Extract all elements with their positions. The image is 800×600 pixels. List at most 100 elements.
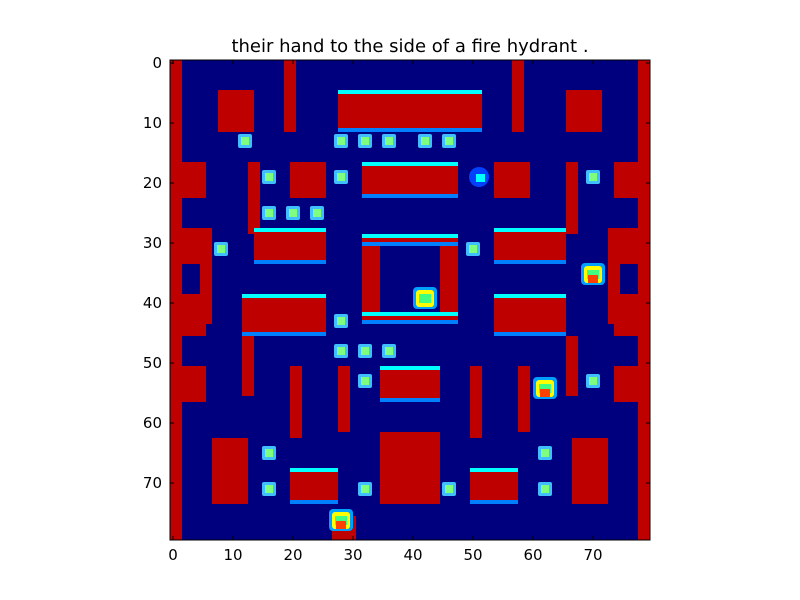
ghost-detail — [588, 275, 598, 283]
x-tick-label: 40 — [403, 546, 422, 564]
pellet-core — [241, 137, 249, 145]
axes-frame — [169, 59, 651, 541]
pellet-core — [265, 209, 273, 217]
maze-wall — [566, 336, 578, 396]
maze-wall — [362, 234, 380, 324]
pellet-core — [361, 347, 369, 355]
maze-wall — [290, 468, 338, 504]
y-tick-label: 10 — [143, 114, 162, 132]
y-tick-label: 30 — [143, 234, 162, 252]
maze-wall — [338, 366, 350, 432]
x-tick-label: 10 — [223, 546, 242, 564]
wall-edge-bottom — [242, 332, 326, 336]
pellet-core — [217, 245, 225, 253]
player-highlight — [476, 174, 485, 182]
maze-wall — [242, 336, 254, 396]
maze-wall — [494, 228, 566, 264]
wall-edge-bottom — [338, 128, 482, 132]
x-axis: 0 10 20 30 40 50 60 70 — [168, 60, 603, 564]
maze-wall — [614, 294, 650, 336]
wall-edge-top — [362, 234, 458, 238]
maze-wall — [170, 294, 206, 336]
pellet-core — [445, 137, 453, 145]
wall-edge-top — [362, 162, 458, 166]
ghost-center-sprite — [413, 287, 437, 309]
maze-wall — [620, 228, 650, 264]
maze-wall — [380, 432, 440, 504]
pellet-core — [541, 449, 549, 457]
player-sprite — [469, 167, 489, 187]
wall-edge-bottom — [470, 500, 518, 504]
ghost-core — [419, 294, 431, 303]
pellet-core — [589, 377, 597, 385]
pellet-core — [469, 245, 477, 253]
wall-edge-top — [290, 468, 338, 472]
maze-wall — [470, 366, 482, 438]
x-tick-label: 70 — [583, 546, 602, 564]
wall-edge-bottom — [494, 332, 566, 336]
pellet-core — [361, 377, 369, 385]
maze-wall — [512, 60, 524, 132]
maze-wall — [362, 162, 458, 198]
pellet-core — [337, 173, 345, 181]
x-tick-label: 50 — [463, 546, 482, 564]
y-axis: 0 10 20 30 40 50 60 70 — [143, 54, 650, 492]
maze-wall — [494, 162, 530, 198]
ghost-bottom-sprite — [329, 509, 353, 531]
maze-wall — [290, 366, 302, 438]
maze-wall — [614, 162, 650, 198]
maze-wall — [470, 468, 518, 504]
y-tick-label: 20 — [143, 174, 162, 192]
pellet-core — [445, 485, 453, 493]
wall-edge-bottom — [290, 500, 338, 504]
pellet-core — [265, 449, 273, 457]
maze-wall — [242, 294, 326, 336]
x-tick-label: 60 — [523, 546, 542, 564]
figure-title: their hand to the side of a fire hydrant… — [231, 36, 589, 57]
ghost-core — [539, 384, 551, 393]
ghost-detail — [540, 389, 550, 397]
maze-wall — [380, 366, 440, 402]
maze-wall — [614, 366, 650, 402]
pellet-core — [289, 209, 297, 217]
pellet-core — [337, 137, 345, 145]
x-tick-label: 20 — [283, 546, 302, 564]
x-tick-label: 0 — [168, 546, 178, 564]
wall-edge-bottom — [362, 194, 458, 198]
maze-wall — [170, 162, 206, 198]
maze-wall — [572, 438, 608, 504]
wall-edge-top — [380, 366, 440, 370]
wall-edge-top — [362, 312, 458, 316]
wall-edge-top — [338, 90, 482, 94]
pellet-core — [337, 317, 345, 325]
pellet-core — [313, 209, 321, 217]
pellet-core — [361, 485, 369, 493]
pellet-core — [385, 347, 393, 355]
y-tick-label: 40 — [143, 294, 162, 312]
ghost-right-sprite — [581, 263, 605, 285]
wall-edge-top — [242, 294, 326, 298]
wall-edge-bottom — [494, 260, 566, 264]
maze-wall — [290, 162, 326, 198]
wall-edge-top — [494, 294, 566, 298]
maze-wall — [566, 90, 602, 132]
pellet-core — [265, 485, 273, 493]
pellet-core — [421, 137, 429, 145]
game-image — [170, 60, 650, 540]
maze-wall — [518, 366, 530, 432]
maze-wall — [248, 162, 260, 234]
maze-wall — [170, 228, 200, 264]
wall-edge-bottom — [254, 260, 326, 264]
maze-wall — [338, 90, 482, 132]
pellet-core — [265, 173, 273, 181]
ghost-core — [587, 270, 599, 279]
wall-edge-bottom — [362, 320, 458, 324]
y-tick-label: 70 — [143, 474, 162, 492]
maze-wall — [566, 162, 578, 234]
maze-wall — [494, 294, 566, 336]
maze-wall — [170, 366, 206, 402]
pellet-core — [361, 137, 369, 145]
maze-wall — [254, 228, 326, 264]
y-tick-label: 50 — [143, 354, 162, 372]
wall-edge-top — [254, 228, 326, 232]
